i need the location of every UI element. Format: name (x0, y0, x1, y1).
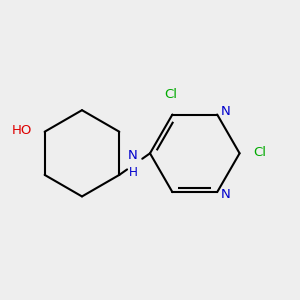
Text: N: N (221, 188, 231, 201)
Text: Cl: Cl (253, 146, 266, 159)
Text: N: N (221, 105, 231, 119)
Text: H: H (129, 166, 137, 179)
Text: N: N (128, 149, 138, 162)
Text: HO: HO (12, 124, 32, 136)
Text: Cl: Cl (164, 88, 177, 101)
